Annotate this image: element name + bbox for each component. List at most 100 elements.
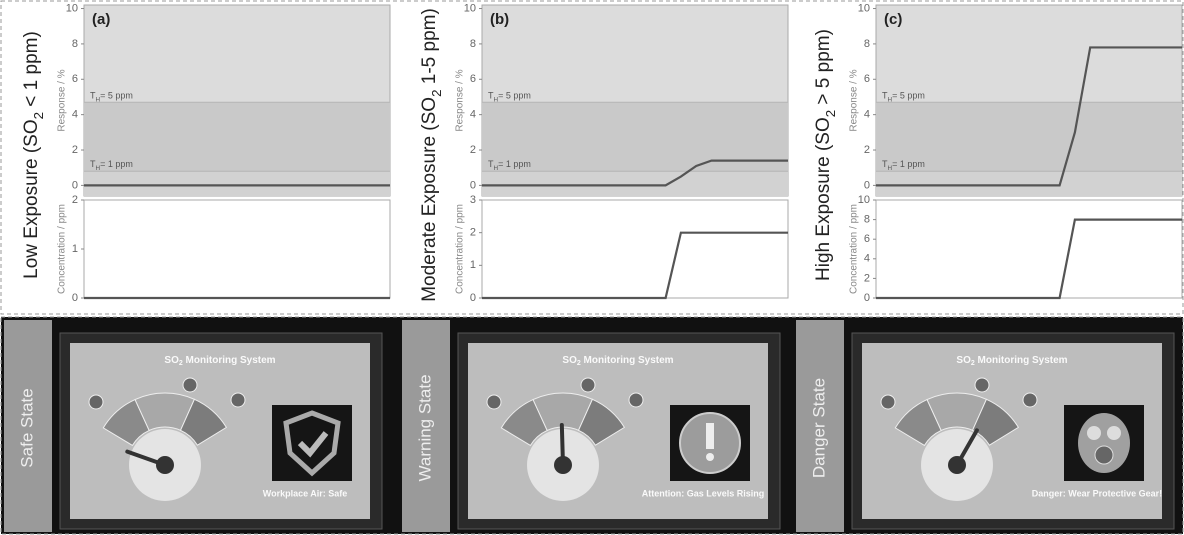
y-tick-label: 0 (864, 179, 870, 191)
side-label-sub: 2 (31, 112, 46, 119)
check-icon (297, 431, 329, 458)
state-label: Safe State (17, 388, 36, 467)
threshold-label-part: T (488, 160, 494, 170)
plot-area (481, 199, 789, 299)
side-label-part: Moderate Exposure (SO (419, 97, 440, 302)
threshold-label-part: T (90, 160, 96, 170)
screen-title-part: Monitoring System (581, 355, 674, 366)
y-tick-label: 10 (858, 194, 870, 206)
screen-message: Workplace Air: Safe (263, 488, 348, 498)
y-tick-label: 2 (72, 144, 78, 156)
screen-message: Attention: Gas Levels Rising (642, 488, 765, 498)
y-tick-label: 8 (864, 214, 870, 226)
side-label-part: < 1 ppm) (21, 31, 42, 112)
icon-box (272, 405, 352, 481)
low-band (482, 171, 788, 196)
threshold-label: TH= 1 ppm (882, 160, 925, 173)
shield-icon (283, 410, 341, 477)
low-band (84, 171, 390, 196)
screen-title-sub: 2 (577, 360, 581, 367)
y-axis-label: Response / % (455, 69, 466, 131)
y-tick-label: 0 (72, 292, 78, 304)
y-tick-label: 2 (72, 194, 78, 206)
screen-title: SO2 Monitoring System (164, 355, 275, 368)
threshold-label-sub: H (888, 165, 893, 172)
threshold-label-sub: H (494, 96, 499, 103)
y-tick-label: 2 (470, 227, 476, 239)
y-tick-label: 4 (72, 109, 78, 121)
screen-title: SO2 Monitoring System (562, 355, 673, 368)
side-label-part: Low Exposure (SO (21, 119, 42, 278)
y-tick-label: 4 (470, 109, 476, 121)
y-tick-label: 8 (864, 38, 870, 50)
gauge-hub (948, 456, 966, 474)
threshold-label: TH= 5 ppm (882, 91, 925, 104)
series-line (482, 159, 788, 187)
y-tick-label: 0 (864, 292, 870, 304)
mask-filter (1094, 445, 1114, 465)
gauge-hub (156, 456, 174, 474)
y-tick-label: 10 (464, 2, 476, 14)
status-dot (974, 377, 990, 393)
threshold-label: TH= 5 ppm (90, 91, 133, 104)
screen-message: Danger: Wear Protective Gear! (1032, 488, 1162, 498)
panel-label: (a) (92, 11, 110, 28)
side-label: High Exposure (SO2 > 5 ppm) (813, 29, 838, 281)
threshold-label-part: T (882, 160, 888, 170)
threshold-label-part: = 5 ppm (498, 91, 531, 101)
status-dot (580, 377, 596, 393)
threshold-label-part: = 1 ppm (892, 160, 925, 170)
threshold-label-sub: H (888, 96, 893, 103)
y-tick-label: 2 (864, 272, 870, 284)
gauge-segment (179, 398, 228, 446)
y-tick-label: 4 (864, 109, 870, 121)
y-tick-label: 1 (470, 259, 476, 271)
y-tick-label: 2 (470, 144, 476, 156)
warning-dot (706, 453, 714, 461)
screen-title: SO2 Monitoring System (956, 355, 1067, 368)
threshold-label-part: T (488, 91, 494, 101)
y-axis-label: Response / % (57, 69, 68, 131)
panel-label: (c) (884, 11, 902, 28)
threshold-label-sub: H (96, 96, 101, 103)
side-label-sub: 2 (429, 90, 444, 97)
side-label-part: > 5 ppm) (813, 29, 834, 110)
plot-area (875, 199, 1183, 299)
status-dot (182, 377, 198, 393)
gauge-segment (577, 398, 626, 446)
y-axis-label: Concentration / ppm (849, 204, 860, 294)
y-tick-label: 0 (72, 179, 78, 191)
threshold-label-part: = 5 ppm (892, 91, 925, 101)
y-tick-label: 6 (470, 73, 476, 85)
side-label-part: 1-5 ppm) (419, 8, 440, 89)
screen-title-part: SO (164, 355, 179, 366)
threshold-band (84, 102, 390, 172)
series-line (876, 46, 1182, 187)
threshold-label: TH= 5 ppm (488, 91, 531, 104)
y-tick-label: 8 (72, 38, 78, 50)
plot-area (83, 199, 391, 299)
screen-title-part: Monitoring System (183, 355, 276, 366)
side-label-sub: 2 (823, 110, 838, 117)
threshold-label: TH= 1 ppm (488, 160, 531, 173)
side-label: Low Exposure (SO2 < 1 ppm) (21, 31, 46, 279)
warning-bar (706, 423, 714, 449)
y-tick-label: 4 (864, 253, 870, 265)
state-strip (4, 320, 52, 532)
screen-title-sub: 2 (179, 360, 183, 367)
y-tick-label: 3 (470, 194, 476, 206)
y-tick-label: 0 (470, 179, 476, 191)
side-label-part: High Exposure (SO (813, 117, 834, 281)
series-line (482, 231, 788, 300)
threshold-label-part: T (882, 91, 888, 101)
status-dot (880, 394, 896, 410)
state-label: Warning State (415, 374, 434, 481)
screen-title-sub: 2 (971, 360, 975, 367)
mask-eye (1087, 426, 1101, 440)
mask-eye (1107, 426, 1121, 440)
y-tick-label: 6 (864, 233, 870, 245)
status-dot (486, 394, 502, 410)
y-tick-label: 10 (858, 2, 870, 14)
y-tick-label: 2 (864, 144, 870, 156)
y-tick-label: 1 (72, 243, 78, 255)
